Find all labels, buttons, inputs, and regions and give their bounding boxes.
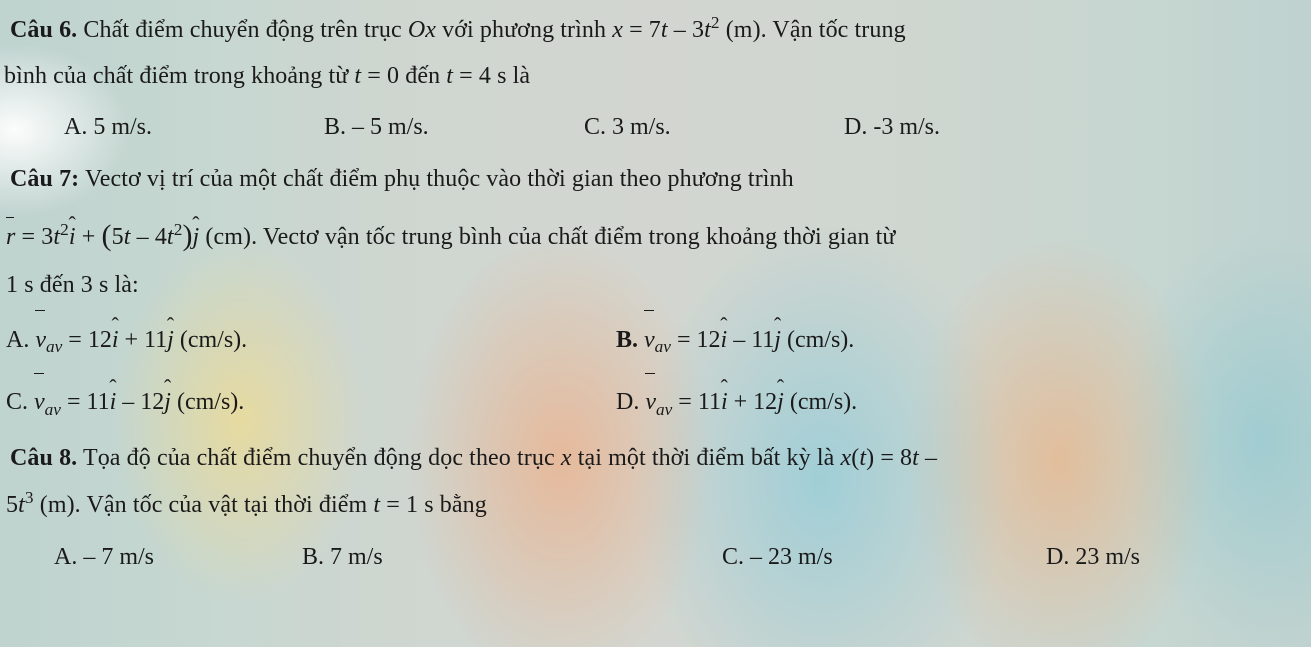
q7-a-pre: A. (6, 327, 35, 353)
q8-l2c: = 1 s bằng (380, 492, 487, 518)
q7-exp2a: 2 (60, 220, 69, 239)
q6-eq-mid: = 7 (623, 17, 661, 43)
q8-line2: 5t3 (m). Vận tốc của vật tại thời điểm t… (6, 483, 1293, 529)
q7-options-row2: C. vav = 11i – 12j (cm/s). D. vav = 11i … (6, 371, 1293, 433)
q7-options-row1: A. vav = 12i + 11j (cm/s). B. vav = 12i … (6, 309, 1293, 371)
q8-x: x (561, 445, 572, 471)
q7-minus: – 4 (131, 224, 167, 250)
q7-line1: Câu 7: Vectơ vị trí của một chất điểm ph… (6, 157, 1293, 203)
q6-options: A. 5 m/s. B. – 5 m/s. C. 3 m/s. D. -3 m/… (64, 99, 1293, 157)
q7-c-mid: – 12 (116, 389, 164, 415)
q7-five: 5 (112, 224, 124, 250)
q7-c-eq: = 11 (61, 389, 110, 415)
q7-label: Câu 7: (10, 166, 79, 192)
q7-c-sub: av (45, 400, 61, 419)
q8-line1: Câu 8. Tọa độ của chất điểm chuyển động … (6, 436, 1293, 482)
q8-l2a: 5 (6, 492, 18, 518)
q7-d-pre: D. (616, 389, 645, 415)
q7-units: (cm). Vectơ vận tốc trung bình của chất … (199, 224, 895, 250)
q8-opt-a: A. – 7 m/s (54, 529, 302, 587)
q7-b-sub: av (655, 337, 671, 356)
q6-eq-t1: t (661, 17, 668, 43)
q7-d-j: j (777, 371, 784, 433)
q6-opt-b: B. – 5 m/s. (324, 99, 584, 157)
q7-d-i: i (721, 371, 728, 433)
q7-c-j: j (164, 371, 171, 433)
q8-xt-t2: t (912, 445, 919, 471)
q7-b-pre: B. (616, 327, 644, 353)
q8-opt-d: D. 23 m/s (1046, 529, 1140, 587)
q7-opt-d: D. vav = 11i + 12j (cm/s). (616, 371, 1226, 433)
q7-b-u: (cm/s). (781, 327, 854, 353)
q7-t2: t (124, 224, 131, 250)
page-content: Câu 6. Chất điểm chuyển động trên trục O… (0, 0, 1311, 587)
q7-d-eq: = 11 (672, 389, 721, 415)
q7-b-mid: – 11 (727, 327, 774, 353)
q7-d-sub: av (656, 400, 672, 419)
q7-a-eq: = 12 (62, 327, 112, 353)
q7-d-v: v (645, 371, 656, 433)
q7-a-sub: av (46, 337, 62, 356)
q8-xt-minus: – (919, 445, 937, 471)
q6-t1eq: = 4 s là (453, 63, 530, 89)
q6-opt-c: C. 3 m/s. (584, 99, 844, 157)
q7-lpar: ( (102, 219, 112, 252)
q7-line3: 1 s đến 3 s là: (6, 263, 1293, 309)
q7-vec-r: r (6, 215, 15, 261)
q6-opt-a: A. 5 m/s. (64, 99, 324, 157)
q6-label: Câu 6. (10, 17, 77, 43)
q6-text-1a: Chất điểm chuyển động trên trục (77, 17, 408, 43)
q8-opt-c: C. – 23 m/s (722, 529, 1046, 587)
q6-eq-minus: – 3 (668, 17, 704, 43)
q7-t3: t (167, 224, 174, 250)
q6-t0eq: = 0 đến (361, 63, 446, 89)
q6-line2: bình của chất điểm trong khoảng từ t = 0… (4, 54, 1293, 100)
q8-l2b: (m). Vận tốc của vật tại thời điểm (34, 492, 374, 518)
q7-c-v: v (34, 371, 45, 433)
q6-line1: Câu 6. Chất điểm chuyển động trên trục O… (6, 8, 1293, 54)
q8-text-1a: Tọa độ của chất điểm chuyển động dọc the… (77, 445, 561, 471)
q7-line2: r = 3t2i + (5t – 4t2) j (cm). Vectơ vận … (6, 206, 1293, 263)
q7-plus: + (76, 224, 102, 250)
q7-ihat: i (69, 215, 76, 261)
q7-a-u: (cm/s). (174, 327, 247, 353)
q6-eq-t2: t (704, 17, 711, 43)
q6-opt-d: D. -3 m/s. (844, 99, 1104, 157)
q6-text-2a: bình của chất điểm trong khoảng từ (4, 63, 354, 89)
q7-b-v: v (644, 309, 655, 371)
q7-a-mid: + 11 (119, 327, 168, 353)
q6-eq-x: x (612, 17, 623, 43)
q7-rpar: ) (182, 219, 192, 252)
q7-text-1: Vectơ vị trí của một chất điểm phụ thuộc… (79, 166, 793, 192)
q6-eq-units: (m). Vận tốc trung (720, 17, 906, 43)
q8-t3: t (18, 492, 25, 518)
q7-b-eq: = 12 (671, 327, 721, 353)
q7-a-v: v (35, 309, 46, 371)
q7-d-u: (cm/s). (784, 389, 857, 415)
q8-xt-q: ) = 8 (866, 445, 912, 471)
q7-eq-a: = 3 (15, 224, 53, 250)
q8-exp3: 3 (25, 488, 34, 507)
q6-text-1b: với phương trình (436, 17, 612, 43)
q6-eq-exp: 2 (711, 13, 720, 32)
q8-label: Câu 8. (10, 445, 77, 471)
q7-opt-a: A. vav = 12i + 11j (cm/s). (6, 309, 616, 371)
q8-opt-b: B. 7 m/s (302, 529, 722, 587)
q7-c-u: (cm/s). (171, 389, 244, 415)
q8-xt-x: x (840, 445, 851, 471)
q7-c-i: i (110, 371, 117, 433)
q7-d-mid: + 12 (728, 389, 778, 415)
q7-opt-b: B. vav = 12i – 11j (cm/s). (616, 309, 1226, 371)
q8-text-1b: tại một thời điểm bất kỳ là (572, 445, 841, 471)
q7-jhat1: j (193, 215, 200, 261)
q7-c-pre: C. (6, 389, 34, 415)
q7-text-3: 1 s đến 3 s là: (6, 272, 139, 298)
q8-options: A. – 7 m/s B. 7 m/s C. – 23 m/s D. 23 m/… (54, 529, 1293, 587)
q7-opt-c: C. vav = 11i – 12j (cm/s). (6, 371, 616, 433)
q6-ox: Ox (408, 17, 436, 43)
